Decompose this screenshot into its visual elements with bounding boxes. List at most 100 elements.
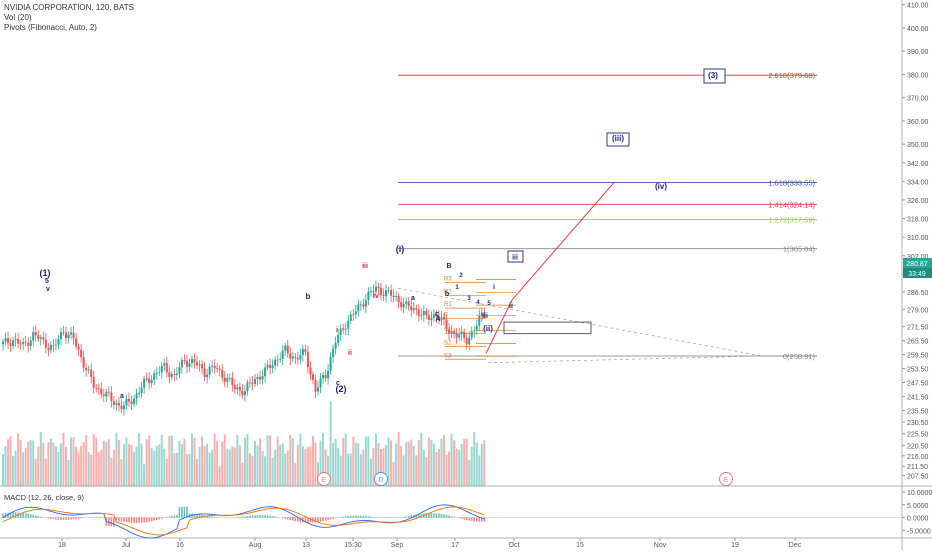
- macd-histogram-bar: [176, 515, 178, 517]
- price-axis-label: 230.50: [907, 420, 929, 427]
- macd-histogram-bar: [184, 507, 186, 518]
- macd-histogram-bar: [15, 512, 17, 517]
- macd-histogram-bar: [254, 515, 256, 517]
- volume-bar: [73, 437, 75, 486]
- macd-histogram-bar: [55, 518, 57, 520]
- candle-body: [418, 309, 420, 315]
- macd-histogram-bar: [32, 515, 34, 518]
- candle-body: [299, 355, 301, 359]
- candle-body: [15, 339, 17, 340]
- candle-body: [90, 370, 92, 377]
- volume-bar: [168, 436, 170, 486]
- volume-bar: [88, 452, 90, 486]
- volume-bar: [282, 443, 284, 486]
- macd-histogram-bar: [70, 518, 72, 520]
- macd-histogram-bar: [136, 518, 138, 523]
- macd-histogram-bar: [25, 513, 27, 517]
- last-price-value: 280.87: [906, 261, 928, 268]
- macd-histogram-bar: [365, 516, 367, 517]
- pivots-indicator-label[interactable]: Pivots (Fibonacci, Auto, 2): [4, 23, 134, 33]
- macd-histogram-bar: [108, 518, 110, 526]
- candle-body: [136, 394, 138, 399]
- volume-bar: [98, 453, 100, 486]
- macd-histogram-bar: [269, 516, 271, 518]
- candle-body: [307, 352, 309, 367]
- pivot-label: R1: [444, 302, 452, 308]
- candle-body: [385, 290, 387, 296]
- macd-histogram-bar: [471, 518, 473, 521]
- macd-histogram-bar: [274, 517, 276, 518]
- candle-body: [476, 326, 478, 331]
- volume-bar: [7, 439, 9, 486]
- volume-bar: [405, 442, 407, 486]
- volume-bar: [148, 436, 150, 486]
- fib-level-label: 1.272(317.59): [768, 216, 815, 225]
- volume-bar: [272, 458, 274, 486]
- wave-label: (iii): [612, 134, 624, 143]
- candle-body: [85, 368, 87, 371]
- candle-body: [161, 366, 163, 373]
- macd-histogram-bar: [169, 517, 171, 518]
- volume-bar: [42, 443, 44, 486]
- volume-bar: [370, 459, 372, 486]
- macd-histogram-bar: [262, 515, 264, 517]
- volume-indicator-label[interactable]: Vol (20): [4, 13, 134, 23]
- symbol-title[interactable]: NVIDIA CORPORATION, 120, BATS: [4, 3, 134, 13]
- macd-histogram-bar: [131, 518, 133, 523]
- time-axis-label: Dec: [789, 542, 802, 549]
- time-axis-label: 16: [176, 542, 184, 549]
- candle-body: [35, 332, 37, 335]
- candle-body: [168, 372, 170, 377]
- candle-body: [93, 377, 95, 388]
- volume-bar: [78, 452, 80, 486]
- candle-body: [236, 387, 238, 389]
- volume-bar: [113, 450, 115, 486]
- volume-bar: [312, 436, 314, 486]
- volume-bar: [50, 439, 52, 486]
- candle-body: [234, 385, 236, 389]
- volume-bar: [75, 447, 77, 486]
- wave-label: b: [306, 292, 311, 301]
- candle-body: [123, 405, 125, 409]
- candle-body: [330, 357, 332, 371]
- candle-body: [183, 360, 185, 361]
- volume-bar: [340, 456, 342, 486]
- price-axis-label: 216.00: [907, 454, 929, 461]
- volume-bar: [166, 459, 168, 486]
- macd-histogram-bar: [363, 516, 365, 518]
- volume-bar: [201, 437, 203, 486]
- wave-label: a: [411, 295, 415, 302]
- volume-bar: [299, 434, 301, 486]
- candle-body: [375, 287, 377, 292]
- volume-bar: [143, 464, 145, 486]
- macd-histogram-bar: [325, 518, 327, 521]
- volume-bar: [440, 439, 442, 486]
- candle-body: [347, 321, 349, 329]
- macd-histogram-bar: [58, 518, 60, 520]
- volume-bar: [133, 452, 135, 486]
- volume-bar: [466, 439, 468, 486]
- candle-body: [80, 350, 82, 358]
- volume-bar: [274, 450, 276, 486]
- volume-bar: [226, 449, 228, 486]
- volume-bar: [294, 463, 296, 486]
- candle-body: [57, 339, 59, 345]
- macd-histogram-bar: [78, 518, 80, 519]
- candle-body: [262, 376, 264, 379]
- volume-bar: [22, 452, 24, 486]
- candle-body: [166, 363, 168, 372]
- macd-histogram-bar: [242, 517, 244, 518]
- candle-body: [413, 308, 415, 310]
- volume-bar: [456, 449, 458, 486]
- candle-body: [50, 345, 52, 350]
- candle-body: [115, 403, 117, 405]
- macd-histogram-bar: [332, 518, 334, 519]
- macd-histogram-bar: [264, 515, 266, 517]
- candle-body: [473, 330, 475, 331]
- volume-bar: [221, 442, 223, 486]
- candle-body: [289, 353, 291, 358]
- volume-bar: [10, 436, 12, 486]
- candle-body: [108, 392, 110, 393]
- volume-bar: [25, 448, 27, 486]
